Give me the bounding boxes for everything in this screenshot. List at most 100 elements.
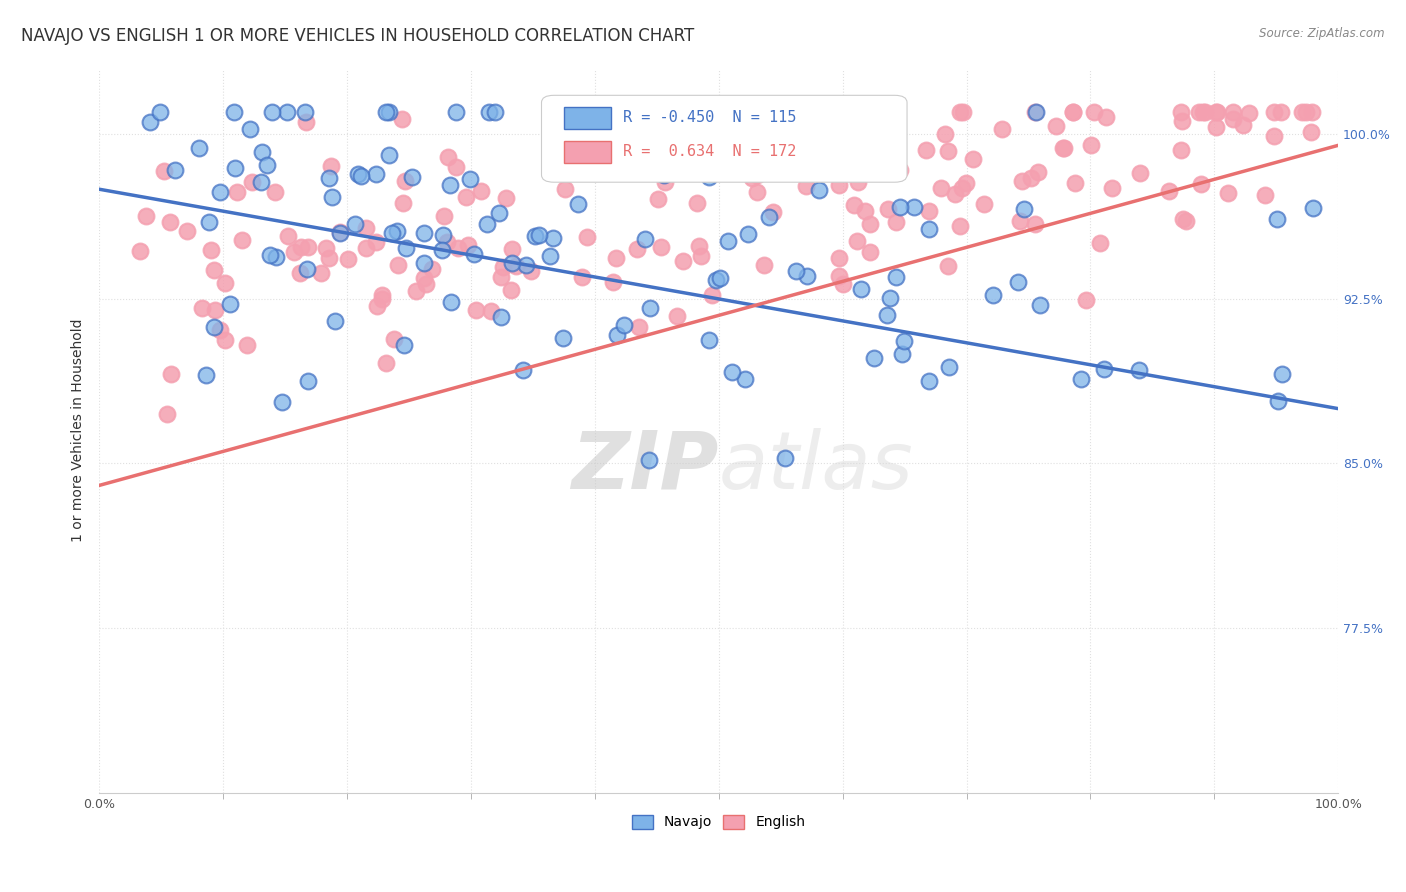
Point <box>484 105 506 120</box>
Point <box>938 360 960 375</box>
Point <box>1265 211 1288 226</box>
Point <box>575 229 598 244</box>
Point <box>1232 119 1254 133</box>
Point <box>1263 105 1285 120</box>
Point <box>666 151 689 165</box>
Bar <box>564 107 610 128</box>
Point <box>489 310 512 324</box>
Point <box>501 242 523 256</box>
Point <box>277 228 299 243</box>
Point <box>347 168 370 182</box>
Point <box>606 327 628 342</box>
Point <box>249 176 271 190</box>
Point <box>626 242 648 256</box>
Point <box>889 201 911 215</box>
Point <box>1045 119 1067 133</box>
Point <box>208 186 231 200</box>
Point <box>1012 202 1035 216</box>
Point <box>382 332 405 346</box>
Point <box>135 209 157 223</box>
Point <box>828 251 851 265</box>
Point <box>194 368 217 382</box>
Point <box>832 105 855 120</box>
Point <box>321 190 343 204</box>
Point <box>686 195 709 210</box>
Point <box>1222 105 1244 120</box>
Point <box>252 145 274 160</box>
Point <box>1271 367 1294 381</box>
Point <box>831 277 853 292</box>
Point <box>929 181 952 195</box>
Point <box>1028 298 1050 312</box>
Point <box>527 227 550 242</box>
Point <box>294 115 316 129</box>
Point <box>371 292 394 306</box>
Point <box>1062 105 1084 120</box>
Point <box>323 314 346 328</box>
Point <box>1024 105 1046 120</box>
Point <box>538 142 561 156</box>
Point <box>884 215 907 229</box>
Point <box>794 179 817 194</box>
Point <box>464 302 486 317</box>
Point <box>412 256 434 270</box>
Point <box>259 248 281 262</box>
Point <box>430 243 453 257</box>
Text: NAVAJO VS ENGLISH 1 OR MORE VEHICLES IN HOUSEHOLD CORRELATION CHART: NAVAJO VS ENGLISH 1 OR MORE VEHICLES IN … <box>21 27 695 45</box>
Point <box>950 181 973 195</box>
Point <box>520 263 543 277</box>
Point <box>949 105 972 120</box>
Point <box>859 217 882 231</box>
Point <box>808 183 831 197</box>
Point <box>917 222 939 236</box>
Point <box>852 143 875 157</box>
Point <box>697 333 720 347</box>
Point <box>709 271 731 285</box>
Point <box>621 141 644 155</box>
Point <box>1301 105 1323 120</box>
Point <box>297 240 319 254</box>
Point <box>952 105 974 120</box>
Point <box>846 175 869 189</box>
Text: Source: ZipAtlas.com: Source: ZipAtlas.com <box>1260 27 1385 40</box>
Point <box>329 226 352 240</box>
Text: R = -0.450  N = 115: R = -0.450 N = 115 <box>623 110 797 125</box>
Point <box>700 288 723 302</box>
Point <box>515 258 537 272</box>
Point <box>862 351 884 366</box>
Point <box>1128 362 1150 376</box>
Point <box>918 203 941 218</box>
Point <box>918 374 941 388</box>
Point <box>329 225 352 239</box>
Point <box>616 105 638 120</box>
Point <box>1019 171 1042 186</box>
Point <box>420 262 443 277</box>
Point <box>1270 105 1292 120</box>
Point <box>387 258 409 272</box>
Point <box>1052 141 1074 155</box>
Point <box>309 266 332 280</box>
Point <box>734 372 756 386</box>
Point <box>478 105 501 120</box>
Point <box>538 249 561 263</box>
Point <box>392 196 415 211</box>
Point <box>412 226 434 240</box>
Point <box>128 244 150 259</box>
Point <box>381 226 404 240</box>
Point <box>350 169 373 184</box>
Point <box>820 105 842 120</box>
Point <box>1295 105 1317 120</box>
Point <box>1302 201 1324 215</box>
Point <box>1070 372 1092 386</box>
Point <box>356 220 378 235</box>
Point <box>204 302 226 317</box>
Point <box>647 192 669 206</box>
Point <box>981 287 1004 301</box>
Point <box>176 224 198 238</box>
Point <box>260 105 283 120</box>
Point <box>1175 213 1198 227</box>
Point <box>1007 275 1029 289</box>
Point <box>1024 217 1046 231</box>
Point <box>1205 105 1227 120</box>
Point <box>214 334 236 348</box>
